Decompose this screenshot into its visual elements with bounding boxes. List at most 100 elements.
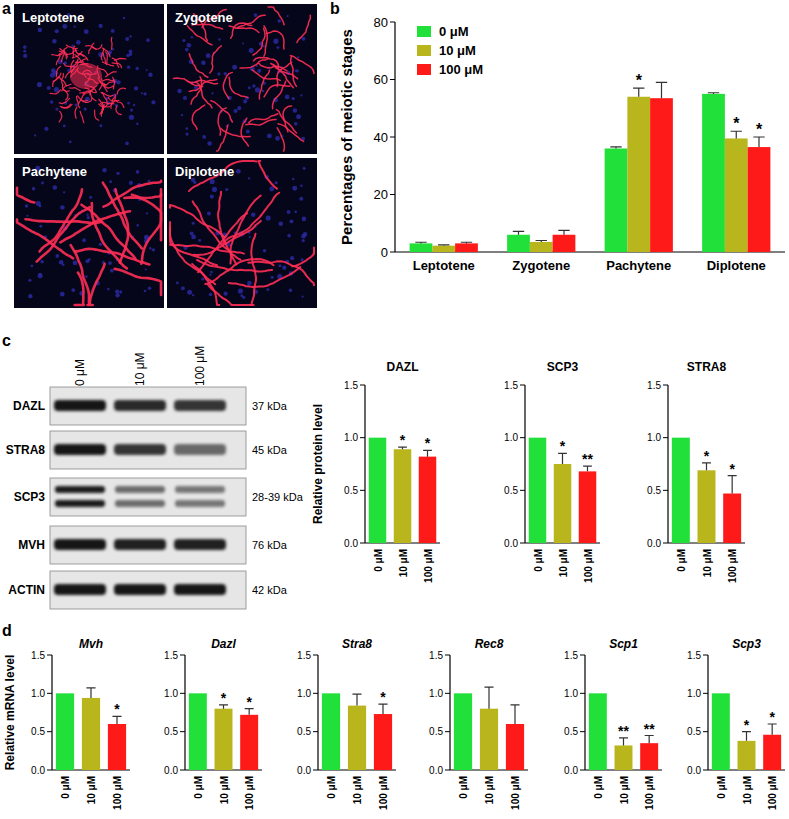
plot-area: [454, 687, 524, 770]
dapi-spot: [39, 225, 42, 228]
bar: [410, 243, 433, 252]
y-tick-label: 0.0: [164, 765, 178, 776]
y-tick-label: 1.5: [687, 650, 701, 661]
dapi-spot: [109, 180, 112, 183]
micrograph: Diplotene: [167, 158, 317, 308]
legend: 0 μM10 μM100 μM: [417, 24, 483, 77]
dapi-spot: [201, 60, 206, 65]
blot-row-label: DAZL: [13, 399, 45, 413]
dapi-spot: [251, 213, 256, 218]
dapi-spot: [302, 239, 305, 242]
micrograph-bg: [14, 4, 164, 154]
synaptonemal-complex: [271, 64, 298, 79]
dapi-spot: [242, 296, 245, 299]
dapi-spot: [148, 73, 152, 77]
dapi-spot: [87, 216, 90, 219]
synaptonemal-complex: [249, 114, 278, 123]
synaptonemal-complex: [291, 56, 297, 86]
dapi-spot: [85, 259, 89, 263]
x-tick-label: 100 μM: [644, 776, 655, 810]
y-tick: [313, 655, 318, 656]
dapi-spot: [207, 141, 211, 145]
plot-area: [369, 438, 437, 543]
bar-chart: 0.00.51.01.5Relative mRNA levelMvh*0 μM1…: [3, 637, 130, 810]
dapi-spot: [34, 134, 36, 136]
bar: [738, 741, 756, 770]
dapi-spot: [130, 109, 133, 112]
y-tick-label: 60: [374, 72, 388, 87]
synaptonemal-complex: [59, 111, 62, 122]
synaptonemal-complex: [103, 183, 142, 249]
dapi-spot: [225, 188, 228, 191]
synaptonemal-complex: [75, 273, 84, 306]
dapi-spot: [177, 89, 182, 94]
blot-band: [114, 400, 166, 411]
x-tick-label: 10 μM: [398, 549, 409, 577]
legend-label: 10 μM: [439, 43, 476, 58]
blot-row-label: STRA8: [6, 443, 46, 457]
synaptonemal-complex: [72, 52, 82, 58]
synaptonemal-complex: [99, 104, 110, 107]
chart-title: Scp3: [732, 637, 761, 651]
y-axis: [317, 655, 318, 770]
y-tick-label: 1.0: [504, 432, 518, 443]
dapi-spot: [144, 290, 147, 293]
plot-area: [410, 82, 771, 252]
bar: [369, 438, 387, 543]
x-tick-label: 100 μM: [510, 776, 521, 810]
synaptonemal-complex: [53, 77, 59, 86]
dapi-spot: [285, 95, 290, 100]
dapi-spot: [108, 261, 112, 265]
significance: *: [221, 690, 227, 706]
dapi-spot: [102, 168, 106, 172]
blot-strip: [50, 478, 246, 516]
y-tick-label: 0.0: [564, 765, 578, 776]
micrograph: Pachytene: [14, 158, 164, 308]
synaptonemal-complex: [64, 63, 75, 67]
synaptonemal-complex: [268, 7, 284, 25]
x-tick-label: 0 μM: [60, 776, 71, 799]
synaptonemal-complex: [241, 118, 248, 146]
y-axis: [51, 655, 52, 770]
y-tick-label: 0.0: [344, 538, 358, 549]
dapi-spot: [119, 290, 122, 293]
dapi-spot: [44, 127, 48, 131]
x-tick-label: 100 μM: [423, 549, 434, 583]
blot-band: [54, 444, 106, 455]
dapi-spot: [41, 181, 44, 184]
bar-chart: 0.00.51.01.5Rec80 μM10 μM100 μM: [429, 637, 528, 810]
y-tick-label: 40: [374, 130, 388, 145]
x-tick-label: 0 μM: [326, 776, 337, 799]
x-tick-label: 0 μM: [716, 776, 727, 799]
dapi-spot: [126, 54, 130, 58]
micrograph: Leptotene: [14, 4, 164, 154]
dapi-spot: [181, 114, 183, 116]
significance: *: [729, 461, 735, 477]
micrograph-bg: [167, 4, 317, 154]
blot-band: [115, 486, 165, 493]
blot-size-label: 42 kDa: [252, 584, 288, 596]
bar: [640, 743, 658, 770]
chart-title: Stra8: [342, 637, 372, 651]
y-axis: [584, 655, 585, 770]
dapi-spot: [71, 288, 75, 292]
bar: [725, 138, 748, 252]
synaptonemal-complex: [102, 62, 113, 66]
dapi-spot: [294, 122, 298, 126]
y-tick-label: 0.5: [297, 726, 311, 737]
chart-title: STRA8: [687, 360, 727, 374]
chart-title: Scp1: [609, 637, 638, 651]
dapi-spot: [75, 104, 78, 107]
legend-label: 0 μM: [439, 24, 469, 39]
synaptonemal-complex: [111, 37, 113, 49]
synaptonemal-complex: [95, 110, 99, 120]
legend-swatch: [417, 26, 431, 37]
synaptonemal-complex: [77, 96, 80, 107]
dapi-spot: [185, 133, 188, 136]
dapi-spot: [63, 125, 66, 128]
dapi-spot: [301, 37, 305, 41]
bar-chart: 0.00.51.01.5Scp1****0 μM10 μM100 μM: [564, 637, 662, 810]
synaptonemal-complex: [218, 192, 236, 265]
y-tick: [313, 770, 318, 771]
y-tick-label: 1.0: [344, 432, 358, 443]
